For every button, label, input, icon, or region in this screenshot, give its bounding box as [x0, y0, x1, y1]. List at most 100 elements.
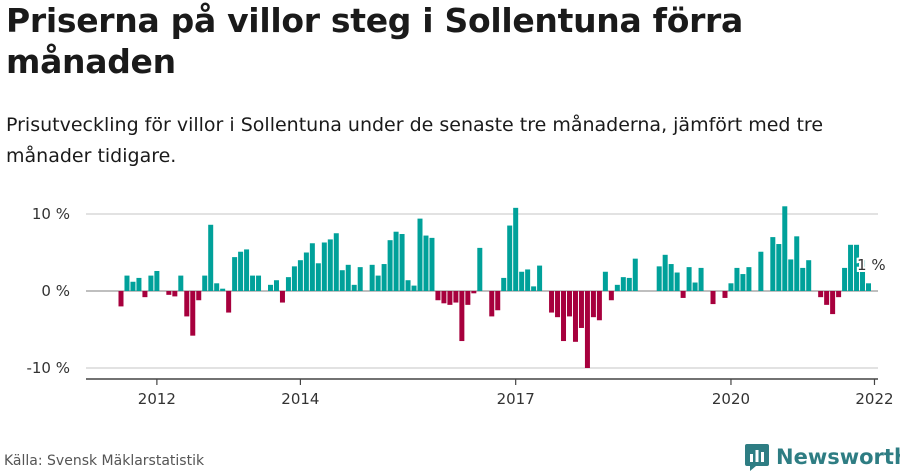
- bar: [148, 275, 154, 291]
- bar: [375, 275, 381, 291]
- bar: [531, 286, 537, 291]
- bar: [250, 275, 256, 291]
- y-tick-label: -10 %: [26, 359, 70, 377]
- bar: [596, 291, 602, 321]
- bar: [674, 272, 680, 291]
- x-tick-label: 2012: [138, 390, 176, 408]
- bar: [303, 252, 309, 291]
- bar: [477, 247, 483, 291]
- x-tick-label: 2020: [712, 390, 750, 408]
- bar: [710, 291, 716, 305]
- bar: [471, 291, 477, 294]
- bar: [345, 264, 351, 291]
- y-tick-label: 0 %: [41, 282, 70, 300]
- bar: [154, 270, 160, 291]
- bar: [740, 274, 746, 291]
- bar: [411, 285, 417, 291]
- bar: [357, 267, 363, 291]
- bar: [860, 260, 866, 291]
- bar: [453, 291, 459, 303]
- bar: [782, 206, 788, 291]
- x-tick-label: 2014: [281, 390, 319, 408]
- bar: [429, 237, 435, 291]
- bar: [519, 271, 525, 291]
- bar: [818, 291, 824, 298]
- bar: [758, 251, 764, 291]
- bar: [842, 267, 848, 291]
- bar: [124, 275, 130, 291]
- x-tick-label: 2022: [855, 390, 893, 408]
- brand-name: Newsworthy: [776, 445, 900, 469]
- bar: [423, 235, 429, 291]
- bar: [662, 254, 668, 291]
- bar: [549, 291, 555, 313]
- bar: [381, 264, 387, 291]
- bar: [525, 269, 531, 291]
- bar: [578, 291, 584, 328]
- bar: [734, 267, 740, 291]
- bar: [256, 275, 262, 291]
- bar: [172, 291, 178, 297]
- bar: [501, 277, 507, 291]
- bar: [692, 282, 698, 291]
- bar: [142, 291, 148, 298]
- bar: [339, 270, 345, 291]
- bar: [202, 275, 208, 291]
- bar: [285, 277, 291, 291]
- bar: [435, 291, 441, 301]
- bar: [513, 207, 519, 291]
- bar: [590, 291, 596, 318]
- bar: [614, 284, 620, 291]
- bar: [459, 291, 465, 342]
- chart-subtitle: Prisutveckling för villor i Sollentuna u…: [6, 114, 824, 167]
- bar: [561, 291, 567, 342]
- bar: [333, 233, 339, 291]
- bar: [698, 267, 704, 291]
- bar: [746, 267, 752, 291]
- bar: [465, 291, 471, 305]
- value-annotation: 1 %: [857, 256, 886, 274]
- bar: [321, 242, 327, 291]
- bar: [495, 291, 501, 311]
- bar: [608, 291, 614, 301]
- bar: [130, 281, 136, 291]
- bar: [273, 280, 279, 291]
- bar: [626, 277, 632, 291]
- bar: [537, 265, 543, 291]
- bar: [854, 244, 860, 291]
- bar: [238, 251, 244, 291]
- bar: [196, 291, 202, 301]
- bar: [136, 277, 142, 291]
- bar: [722, 291, 728, 298]
- bar: [794, 236, 800, 291]
- bar: [399, 234, 405, 291]
- bar: [489, 291, 495, 317]
- bar: [387, 240, 393, 291]
- bar: [776, 244, 782, 291]
- bar: [824, 291, 830, 305]
- bar: [351, 284, 357, 291]
- newsworthy-logo-icon: [745, 444, 769, 471]
- bar: [297, 260, 303, 291]
- bar: [728, 283, 734, 291]
- bar: [417, 218, 423, 291]
- bar: [190, 291, 196, 336]
- bar: [232, 257, 238, 291]
- bar: [770, 237, 776, 291]
- bar: [668, 264, 674, 291]
- chart-title: Priserna på villor steg i Sollentuna för…: [6, 1, 743, 81]
- bar: [309, 243, 315, 291]
- brand[interactable]: Newsworthy: [744, 440, 900, 474]
- bar-chart: 10 % 0 % -10 % 2012 2014 2017 2020 2022 1 %: [26, 205, 893, 408]
- bar: [118, 291, 124, 307]
- bar: [836, 291, 842, 298]
- bar: [567, 291, 572, 317]
- bar: [620, 277, 626, 291]
- bar: [830, 291, 836, 315]
- source-note: Källa: Svensk Mäklarstatistik: [4, 453, 205, 469]
- bar: [632, 258, 638, 291]
- bar: [279, 291, 285, 303]
- bar: [572, 291, 578, 342]
- bar: [806, 260, 812, 291]
- x-tick-label: 2017: [497, 390, 535, 408]
